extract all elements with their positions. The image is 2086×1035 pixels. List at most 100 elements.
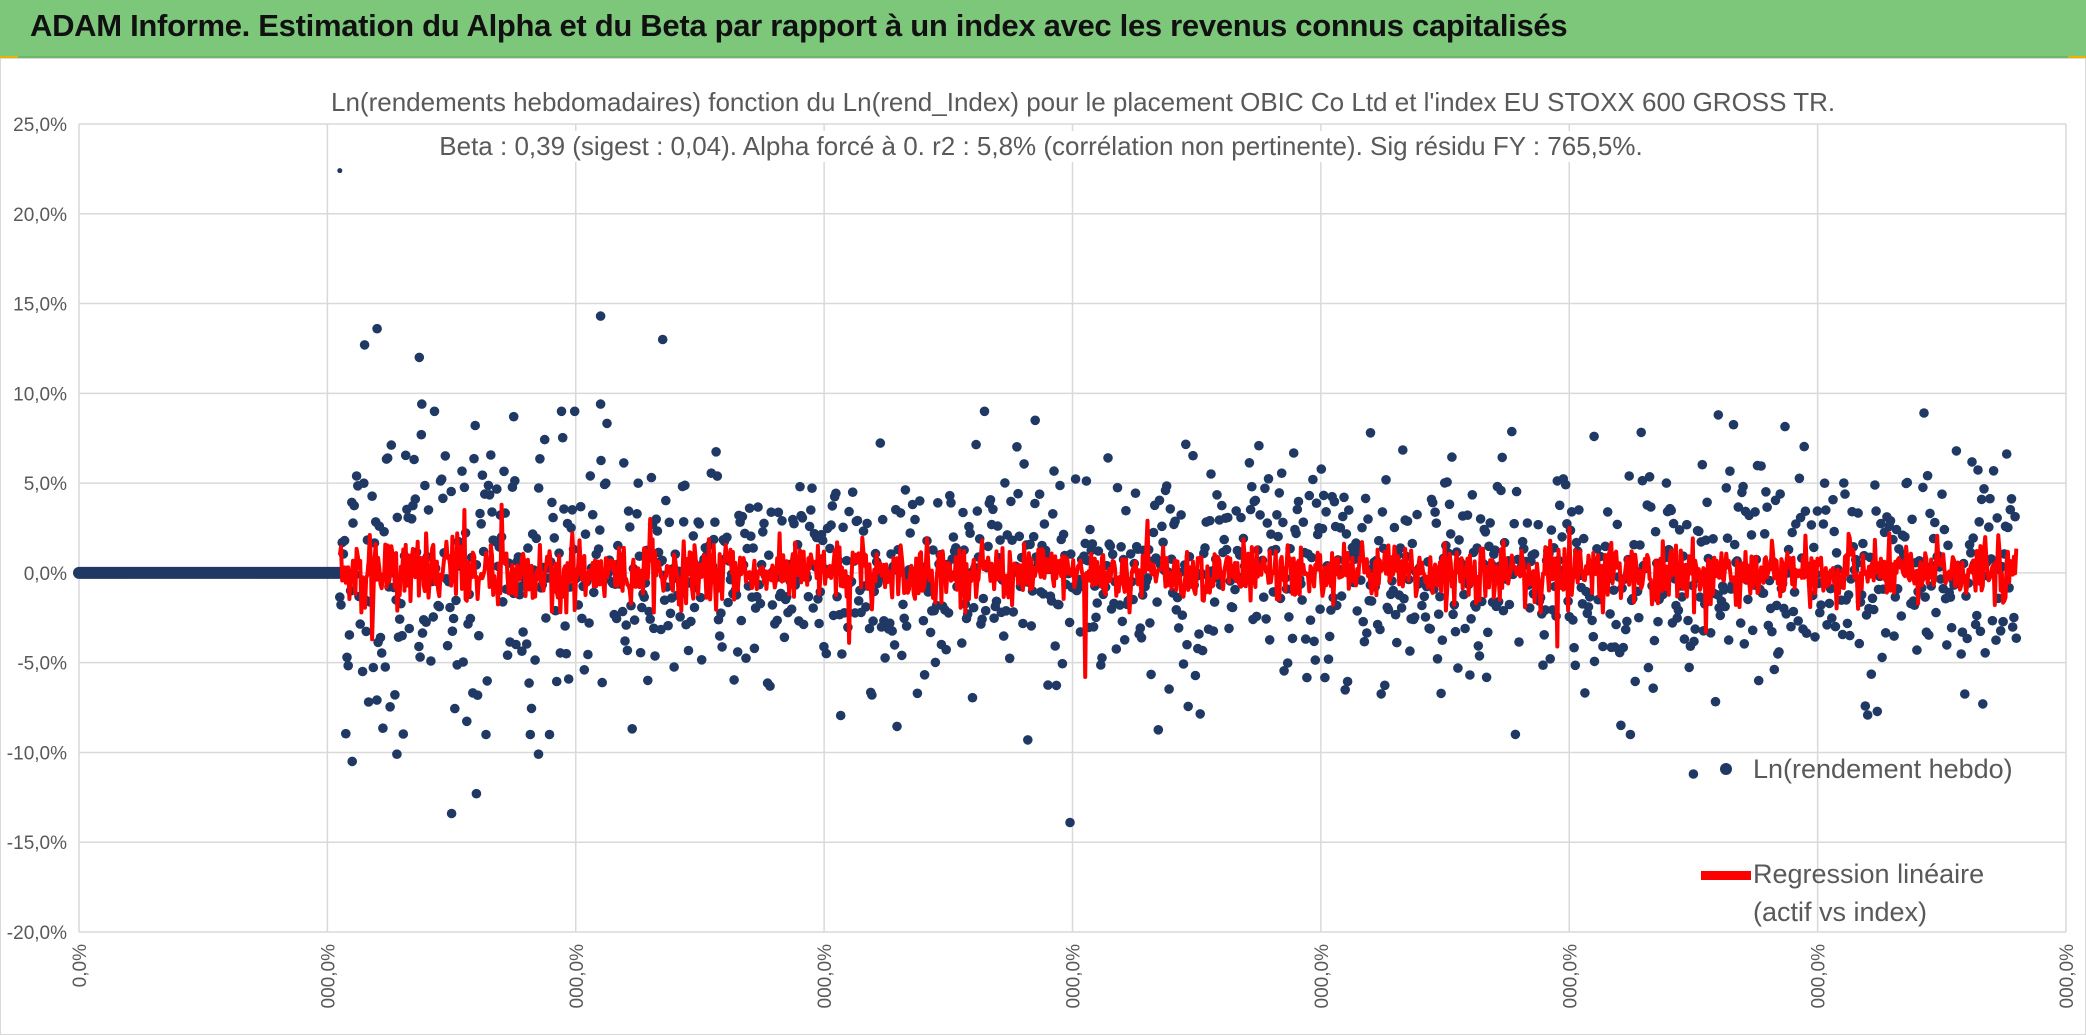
data-point xyxy=(905,528,915,538)
data-point xyxy=(656,624,666,635)
data-point xyxy=(1389,522,1400,533)
data-point xyxy=(1858,538,1868,549)
data-point xyxy=(1980,648,1990,658)
data-point xyxy=(985,495,996,505)
data-point xyxy=(1890,592,1901,602)
data-point xyxy=(482,676,493,686)
data-point xyxy=(451,595,461,606)
data-point xyxy=(416,429,427,440)
data-point xyxy=(1511,486,1522,497)
data-point xyxy=(919,670,930,680)
data-point xyxy=(535,454,545,464)
data-point xyxy=(585,471,596,481)
data-point xyxy=(945,490,955,501)
data-point xyxy=(880,653,890,663)
data-point xyxy=(549,533,560,543)
data-point xyxy=(864,623,875,634)
data-point xyxy=(1951,446,1962,456)
data-point xyxy=(1872,706,1883,717)
data-point xyxy=(1008,607,1019,617)
data-point xyxy=(1510,729,1521,740)
data-point xyxy=(1787,527,1797,538)
data-point xyxy=(835,710,846,721)
data-point xyxy=(892,721,902,732)
data-point xyxy=(1051,680,1062,691)
data-point xyxy=(1566,507,1577,517)
data-point xyxy=(1317,523,1328,534)
data-point xyxy=(1065,817,1075,828)
data-point xyxy=(579,665,590,675)
data-point xyxy=(1305,615,1316,625)
data-point xyxy=(661,495,671,506)
data-point xyxy=(1943,540,1953,551)
data-point xyxy=(1775,489,1785,499)
data-point xyxy=(651,514,661,524)
data-point xyxy=(678,517,689,527)
data-point xyxy=(1608,585,1619,595)
data-point xyxy=(1866,669,1877,679)
data-point xyxy=(1152,597,1162,607)
data-point xyxy=(1116,542,1126,552)
data-point xyxy=(1759,529,1770,539)
data-point xyxy=(510,476,520,486)
data-point xyxy=(1230,584,1240,595)
data-point xyxy=(1995,626,2006,636)
data-point xyxy=(382,453,393,463)
data-point xyxy=(487,507,497,517)
data-point xyxy=(595,525,605,535)
data-point xyxy=(1251,611,1262,622)
data-point xyxy=(1119,635,1130,645)
data-point xyxy=(627,724,637,734)
data-point xyxy=(779,632,790,643)
data-point xyxy=(1136,633,1147,643)
data-point xyxy=(363,697,374,707)
data-point xyxy=(773,507,784,518)
data-point xyxy=(484,490,495,500)
data-point xyxy=(977,614,987,625)
data-point xyxy=(897,650,907,661)
data-point xyxy=(1357,522,1367,533)
data-point xyxy=(1431,518,1442,528)
data-point xyxy=(1578,533,1589,544)
data-point xyxy=(746,531,756,541)
data-point xyxy=(637,602,647,613)
data-point xyxy=(755,598,766,609)
data-point xyxy=(1427,497,1438,508)
data-point xyxy=(1774,647,1784,657)
data-point xyxy=(1352,606,1362,616)
data-point xyxy=(1819,478,1830,489)
data-point xyxy=(1282,658,1293,668)
data-point xyxy=(1637,475,1648,486)
data-point xyxy=(867,690,877,700)
data-point xyxy=(1287,633,1298,644)
data-point xyxy=(1920,592,1930,602)
data-point xyxy=(462,716,472,727)
data-point xyxy=(1485,518,1495,528)
data-point xyxy=(1467,490,1478,500)
data-point xyxy=(1130,488,1141,499)
data-point xyxy=(957,638,967,648)
data-point xyxy=(1600,541,1611,552)
data-point xyxy=(1574,505,1584,515)
data-point xyxy=(1058,529,1069,540)
data-point xyxy=(1739,639,1750,649)
data-point xyxy=(1236,512,1246,523)
data-point xyxy=(1181,439,1191,450)
data-point xyxy=(2005,504,2016,515)
data-point xyxy=(446,486,457,497)
data-point xyxy=(1066,549,1076,559)
data-point xyxy=(1729,539,1740,550)
data-point xyxy=(1188,450,1198,461)
data-point xyxy=(1433,609,1444,619)
data-point xyxy=(1818,519,1829,529)
data-point xyxy=(764,550,774,560)
data-point xyxy=(1942,640,1952,650)
data-point xyxy=(1340,685,1350,695)
data-point xyxy=(623,506,634,516)
data-point xyxy=(1172,592,1183,603)
data-point xyxy=(1300,634,1311,644)
data-point xyxy=(736,615,747,626)
data-point xyxy=(795,481,805,492)
data-point xyxy=(1843,590,1854,600)
data-point xyxy=(943,608,954,618)
